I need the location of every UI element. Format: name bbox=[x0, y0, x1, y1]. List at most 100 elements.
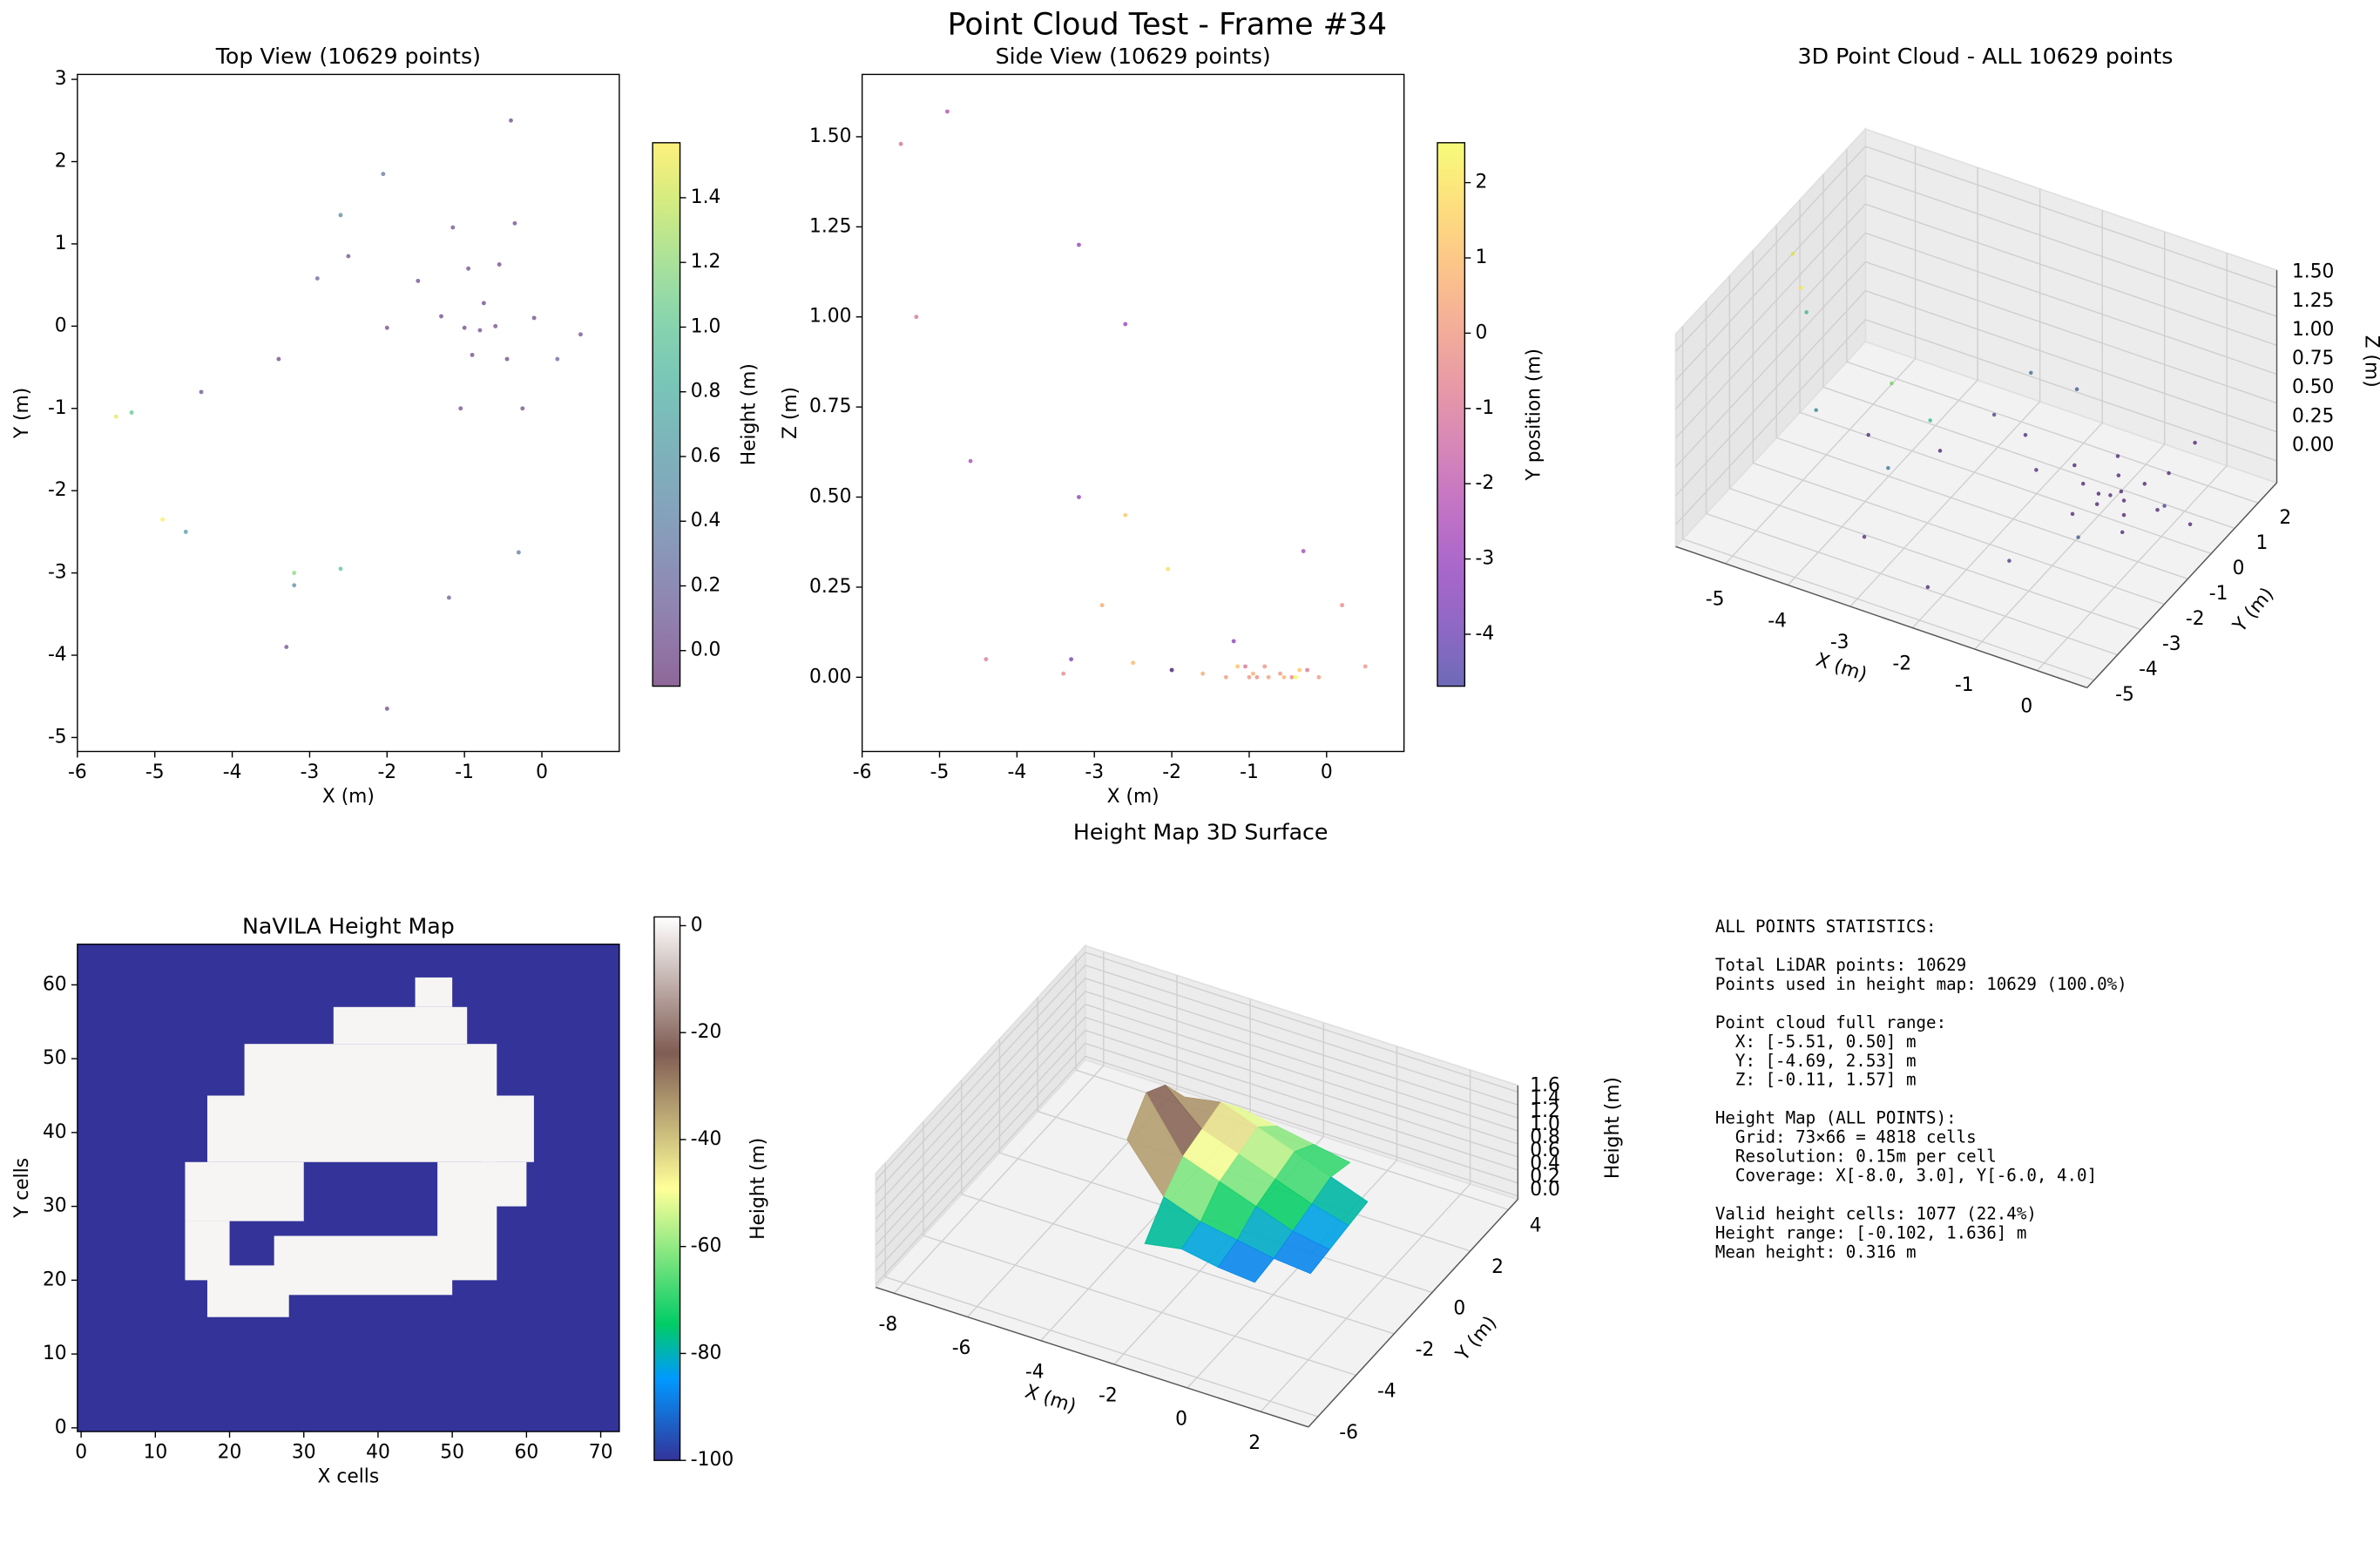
point bbox=[493, 323, 498, 328]
colorbar-tick-label: 2 bbox=[1476, 172, 1488, 193]
point bbox=[2096, 491, 2101, 496]
point bbox=[1123, 512, 1128, 518]
grid-line bbox=[875, 978, 1518, 1207]
point bbox=[2119, 489, 2124, 494]
tick-label: 0.0 bbox=[1530, 1179, 1560, 1201]
point bbox=[466, 266, 471, 271]
y-tick-label: -1 bbox=[48, 397, 67, 419]
tick-label: 0 bbox=[2233, 558, 2245, 579]
colorbar bbox=[652, 142, 681, 687]
point bbox=[1247, 674, 1252, 680]
tick-label: 0 bbox=[1453, 1298, 1465, 1320]
grid-line bbox=[1974, 231, 2166, 650]
point bbox=[314, 276, 320, 281]
y-tick-label: 60 bbox=[43, 973, 67, 995]
point bbox=[520, 406, 525, 411]
grid-line bbox=[1846, 149, 2259, 504]
x-tick-label: 40 bbox=[366, 1441, 390, 1463]
x-axis-label: X (m) bbox=[322, 786, 375, 808]
point bbox=[446, 595, 451, 600]
point bbox=[2080, 481, 2086, 486]
stats-line: Grid: 73×66 = 4818 cells bbox=[1715, 1127, 1977, 1147]
x-axis-label: X (m) bbox=[1107, 786, 1160, 808]
axes-title: Top View (10629 points) bbox=[215, 44, 481, 69]
point bbox=[292, 583, 297, 588]
grid-line bbox=[2036, 253, 2228, 672]
tick-label: 2 bbox=[2279, 507, 2291, 529]
x-axis-label: X cells bbox=[318, 1465, 380, 1487]
point bbox=[2193, 440, 2197, 445]
colorbar-tick-label: 0.0 bbox=[691, 640, 721, 661]
colorbar-tick-label: -40 bbox=[691, 1128, 722, 1150]
point bbox=[1169, 667, 1174, 673]
point bbox=[504, 356, 510, 362]
point bbox=[129, 410, 134, 415]
y-axis-line bbox=[2086, 482, 2278, 688]
y-axis-label: Y (m) bbox=[11, 388, 33, 439]
point bbox=[1278, 671, 1282, 676]
point bbox=[984, 657, 989, 662]
stats-line: Mean height: 0.316 m bbox=[1715, 1242, 1917, 1262]
tick-label: 1.4 bbox=[1530, 1087, 1560, 1109]
heatmap-region bbox=[482, 1161, 527, 1207]
grid-line bbox=[1705, 301, 2118, 656]
grid-line bbox=[1675, 146, 2277, 352]
x-tick-label: -3 bbox=[301, 761, 320, 783]
stats-line: ALL POINTS STATISTICS: bbox=[1715, 917, 1937, 937]
point bbox=[1289, 674, 1295, 680]
tick-label: 0 bbox=[1175, 1409, 1187, 1431]
heatmap-region bbox=[274, 1235, 453, 1296]
point bbox=[1077, 242, 1081, 247]
surface-patch bbox=[1217, 1239, 1275, 1283]
x-tick-label: -5 bbox=[930, 761, 950, 783]
y-axis-label: Z (m) bbox=[780, 387, 801, 439]
x-tick-label: -3 bbox=[1085, 761, 1104, 783]
grid-line bbox=[1675, 232, 2277, 439]
grid-line bbox=[1675, 261, 2277, 468]
point bbox=[1340, 603, 1345, 608]
point bbox=[462, 325, 467, 330]
y-tick-label: 30 bbox=[43, 1195, 67, 1217]
point bbox=[1123, 321, 1128, 327]
grid-line bbox=[1799, 200, 2212, 555]
point bbox=[338, 213, 343, 218]
tick-label: 0.25 bbox=[2292, 405, 2334, 427]
x-tick-label: -2 bbox=[377, 761, 396, 783]
y-axis-line bbox=[1308, 1199, 1518, 1428]
tick-label: 0.2 bbox=[1530, 1166, 1560, 1188]
colorbar-tick-label: 1 bbox=[1476, 247, 1488, 268]
point bbox=[381, 172, 386, 177]
heatmap-region bbox=[206, 1095, 534, 1162]
tick-label: -2 bbox=[1416, 1339, 1435, 1361]
grid-line bbox=[1911, 210, 2103, 629]
tick-label: 2 bbox=[1248, 1432, 1261, 1454]
colorbar-tick-label: -4 bbox=[1476, 623, 1495, 645]
tick-label: 0.6 bbox=[1530, 1140, 1560, 1161]
colorbar-tick-label: 0.4 bbox=[691, 510, 721, 531]
y-tick-label: 0 bbox=[55, 1417, 67, 1438]
point bbox=[2072, 463, 2077, 468]
grid-line bbox=[1775, 225, 2188, 580]
y-tick-label: 0.25 bbox=[809, 576, 851, 598]
y-tick-label: 20 bbox=[43, 1269, 67, 1290]
colorbar-tick-label: -2 bbox=[1476, 472, 1495, 494]
point bbox=[338, 566, 343, 572]
y-tick-label: 1.00 bbox=[809, 306, 851, 328]
tick-label: -1 bbox=[1955, 674, 1974, 696]
y-tick-label: 2 bbox=[55, 151, 67, 173]
x-tick-label: 20 bbox=[218, 1441, 242, 1463]
stats-line: Total LiDAR points: 10629 bbox=[1715, 955, 1966, 975]
tick-label: -2 bbox=[1099, 1384, 1118, 1406]
y-tick-label: 50 bbox=[43, 1047, 67, 1069]
grid-line bbox=[1681, 326, 2095, 681]
tick-label: 1.50 bbox=[2292, 261, 2334, 283]
x-tick-label: 30 bbox=[292, 1441, 316, 1463]
point bbox=[2070, 511, 2075, 517]
grid-line bbox=[1787, 167, 1978, 585]
colorbar-tick-label: 0.8 bbox=[691, 381, 721, 403]
tick-label: -4 bbox=[2139, 659, 2158, 680]
tick-label: 1.25 bbox=[2292, 290, 2334, 312]
y-tick-label: -3 bbox=[48, 562, 67, 584]
stats-line: Valid height cells: 1077 (22.4%) bbox=[1715, 1203, 2037, 1223]
point bbox=[1297, 667, 1302, 673]
